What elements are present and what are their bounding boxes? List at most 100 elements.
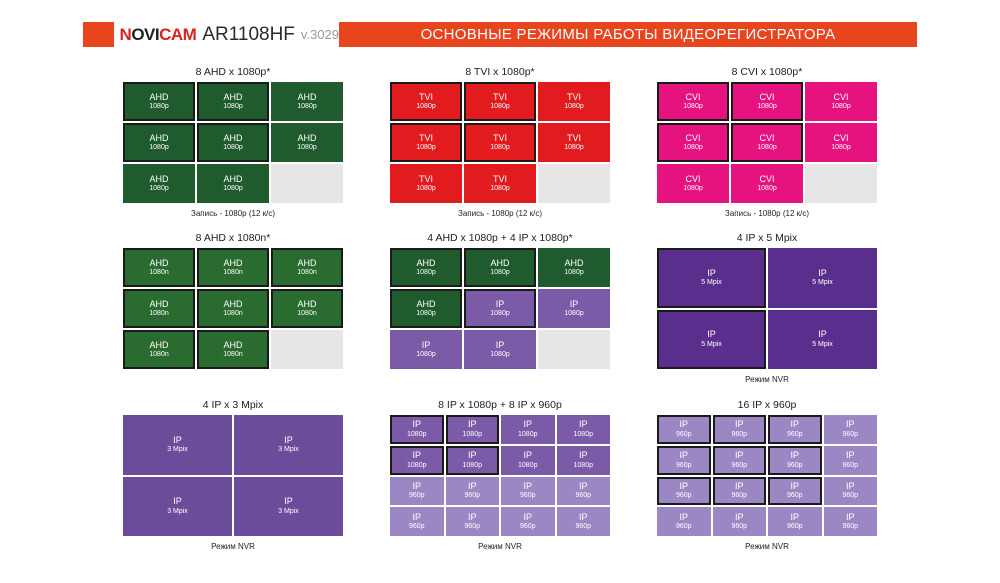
channel-grid: TVI 1080p TVI 1080p TVI 1080p TVI 1080p TVI 1080p… bbox=[390, 82, 610, 203]
channel-cell: IP 1080p bbox=[445, 415, 499, 444]
channel-cell: IP 960p bbox=[657, 476, 711, 506]
channel-resolution: 1080p bbox=[407, 461, 427, 469]
channel-resolution: 960p bbox=[675, 523, 692, 531]
channel-resolution: 1080p bbox=[683, 103, 703, 111]
channel-cell: IP 960p bbox=[390, 476, 444, 506]
channel-cell: AHD 1080n bbox=[271, 289, 343, 328]
channel-resolution: 1080n bbox=[149, 269, 169, 277]
channel-cell: IP 1080p bbox=[445, 445, 499, 475]
mode-8-tvi-1080p: 8 TVI x 1080p* TVI 1080p TVI 1080p TVI 1080p TV… bbox=[390, 66, 610, 218]
channel-resolution: 1080p bbox=[573, 430, 593, 438]
channel-cell: IP 960p bbox=[556, 507, 610, 536]
channel-type: AHD bbox=[149, 173, 169, 184]
channel-resolution: 1080p bbox=[518, 461, 538, 469]
channel-resolution: 1080p bbox=[564, 310, 584, 318]
channel-resolution: 960p bbox=[575, 523, 592, 531]
channel-type: IP bbox=[734, 511, 744, 522]
section-caption: Режим NVR bbox=[211, 542, 255, 551]
channel-resolution: 1080p bbox=[757, 103, 777, 111]
channel-grid: AHD 1080n AHD 1080n AHD 1080n AHD 1080n AHD 1080n… bbox=[123, 248, 343, 369]
channel-resolution: 960p bbox=[408, 492, 425, 500]
channel-resolution: 960p bbox=[842, 461, 859, 469]
channel-resolution: 1080p bbox=[490, 269, 510, 277]
channel-cell: AHD 1080n bbox=[197, 248, 269, 287]
section-caption: Режим NVR bbox=[745, 375, 789, 384]
channel-cell: AHD 1080n bbox=[123, 248, 195, 287]
header-accent-bar bbox=[83, 22, 114, 47]
channel-cell: AHD 1080p bbox=[390, 248, 462, 287]
channel-resolution: 1080p bbox=[573, 461, 593, 469]
channel-type: IP bbox=[412, 450, 421, 461]
channel-type: AHD bbox=[297, 298, 317, 309]
channel-type: IP bbox=[523, 419, 532, 430]
channel-resolution: 960p bbox=[842, 523, 859, 531]
empty-channel-cell bbox=[538, 164, 610, 203]
channel-cell: IP 1080p bbox=[390, 415, 444, 444]
mode-4-ip-5mpix: 4 IP x 5 Mpix IP 5 Mpix IP 5 Mpix IP 5 Mpix IP 5… bbox=[657, 232, 877, 384]
channel-cell: IP 1080p bbox=[556, 415, 610, 444]
model-name: AR1108HF bbox=[202, 23, 295, 45]
channel-cell: IP 960p bbox=[657, 415, 711, 444]
channel-resolution: 960p bbox=[464, 523, 481, 531]
channel-type: IP bbox=[679, 450, 688, 461]
channel-type: IP bbox=[569, 298, 579, 309]
section-title: 8 TVI x 1080p* bbox=[465, 66, 535, 78]
channel-cell: TVI 1080p bbox=[538, 123, 610, 162]
channel-type: CVI bbox=[833, 91, 849, 102]
channel-type: AHD bbox=[149, 91, 169, 102]
channel-cell: IP 960p bbox=[712, 507, 766, 536]
channel-resolution: 5 Mpix bbox=[701, 340, 722, 348]
channel-resolution: 960p bbox=[731, 523, 748, 531]
channel-type: AHD bbox=[297, 91, 317, 102]
channel-type: TVI bbox=[418, 132, 433, 143]
channel-grid: IP 5 Mpix IP 5 Mpix IP 5 Mpix IP 5 Mpix bbox=[657, 248, 877, 369]
channel-cell: IP 1080p bbox=[556, 445, 610, 475]
channel-type: IP bbox=[523, 511, 532, 522]
channel-resolution: 1080n bbox=[297, 310, 317, 318]
channel-resolution: 1080p bbox=[831, 103, 851, 111]
channel-type: IP bbox=[578, 419, 588, 430]
channel-type: TVI bbox=[566, 132, 581, 143]
channel-resolution: 3 Mpix bbox=[167, 507, 188, 515]
novicam-logo: NOVICAM bbox=[119, 24, 197, 44]
channel-type: IP bbox=[284, 496, 293, 507]
channel-resolution: 1080p bbox=[564, 103, 584, 111]
channel-resolution: 1080p bbox=[564, 144, 584, 152]
channel-cell: TVI 1080p bbox=[390, 82, 462, 121]
channel-type: IP bbox=[845, 419, 855, 430]
channel-cell: IP 3 Mpix bbox=[123, 415, 232, 475]
channel-type: AHD bbox=[416, 257, 436, 268]
channel-type: IP bbox=[412, 480, 421, 491]
channel-resolution: 960p bbox=[842, 430, 859, 438]
channel-type: IP bbox=[679, 511, 688, 522]
channel-type: IP bbox=[818, 267, 827, 278]
channel-type: IP bbox=[790, 450, 799, 461]
page-title: ОСНОВНЫЕ РЕЖИМЫ РАБОТЫ ВИДЕОРЕГИСТРАТОРА bbox=[339, 22, 917, 47]
channel-type: AHD bbox=[490, 257, 510, 268]
channel-cell: CVI 1080p bbox=[657, 164, 729, 203]
channel-cell: AHD 1080n bbox=[123, 330, 195, 369]
channel-type: IP bbox=[523, 450, 532, 461]
channel-type: AHD bbox=[223, 91, 243, 102]
section-caption: Режим NVR bbox=[478, 542, 522, 551]
channel-resolution: 1080p bbox=[416, 185, 436, 193]
channel-grid: IP 960p IP 960p IP 960p IP 960p IP 960p IP 960p IP 96… bbox=[657, 415, 877, 536]
channel-resolution: 960p bbox=[408, 523, 425, 531]
channel-cell: IP 5 Mpix bbox=[768, 248, 877, 308]
channel-cell: IP 960p bbox=[823, 445, 877, 475]
channel-cell: IP 960p bbox=[712, 415, 766, 444]
channel-cell: IP 1080p bbox=[464, 330, 536, 369]
channel-cell: AHD 1080n bbox=[197, 330, 269, 369]
channel-resolution: 1080p bbox=[490, 103, 510, 111]
channel-resolution: 1080p bbox=[518, 430, 538, 438]
channel-type: AHD bbox=[297, 257, 317, 268]
channel-cell: AHD 1080p bbox=[197, 123, 269, 162]
channel-resolution: 960p bbox=[842, 492, 859, 500]
channel-cell: IP 960p bbox=[768, 445, 822, 475]
channel-resolution: 960p bbox=[575, 492, 592, 500]
channel-resolution: 1080p bbox=[683, 144, 703, 152]
channel-resolution: 960p bbox=[519, 523, 536, 531]
channel-cell: IP 1080p bbox=[538, 289, 610, 328]
channel-cell: CVI 1080p bbox=[657, 82, 729, 121]
channel-resolution: 5 Mpix bbox=[701, 279, 722, 287]
